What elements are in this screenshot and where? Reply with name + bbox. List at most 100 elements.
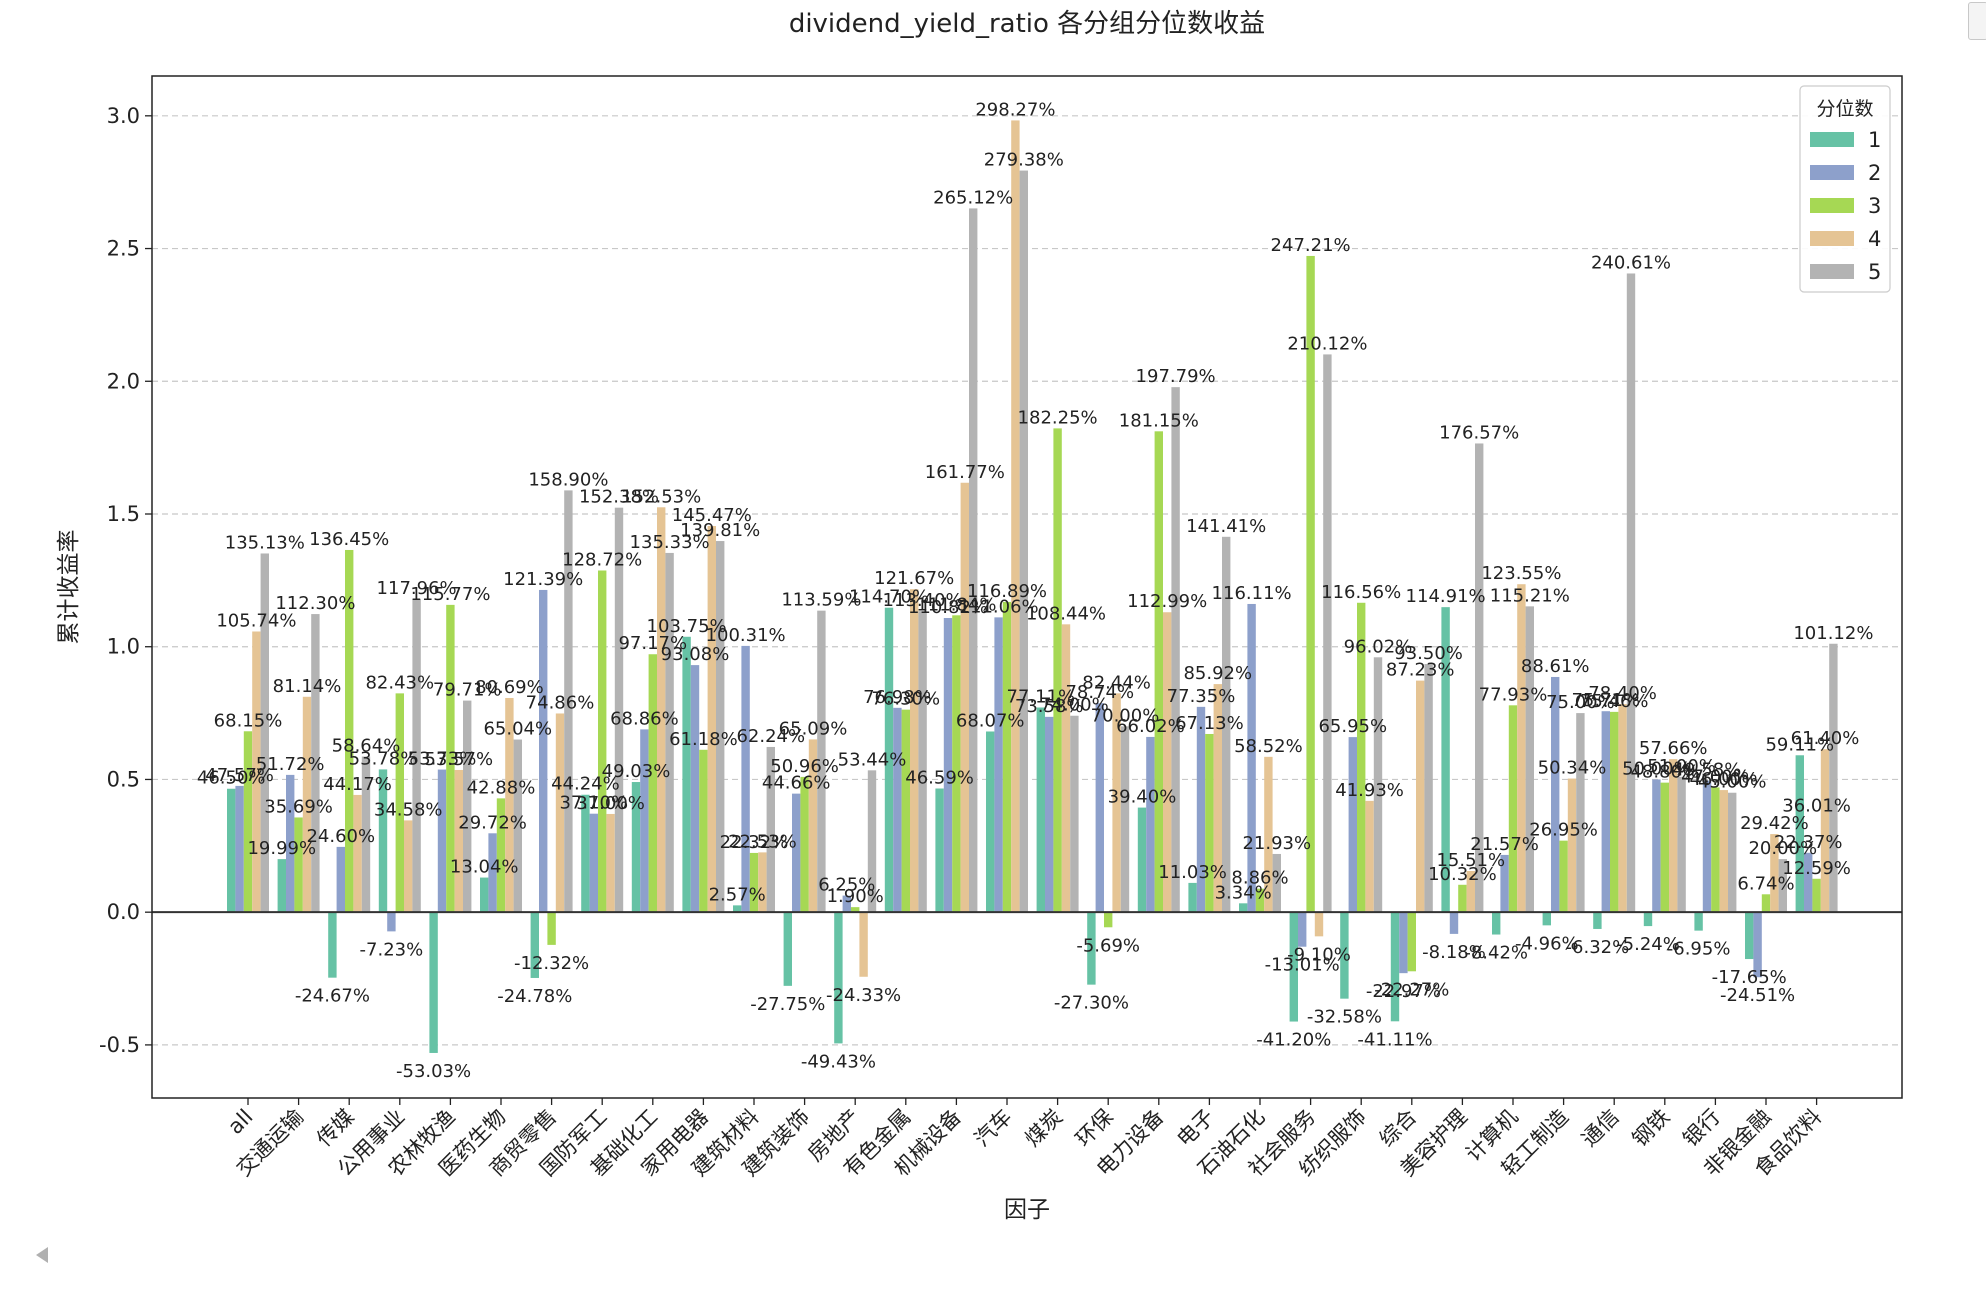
legend-title: 分位数 bbox=[1816, 98, 1873, 120]
bar-4-食品饮料 bbox=[1821, 749, 1829, 912]
bar-1-农林牧渔 bbox=[429, 912, 437, 1053]
data-label: 116.89% bbox=[967, 581, 1047, 602]
x-tick-label: 汽车 bbox=[970, 1105, 1017, 1152]
data-label: 24.60% bbox=[306, 826, 375, 847]
data-label: 121.39% bbox=[503, 569, 583, 590]
data-label: -27.30% bbox=[1054, 993, 1129, 1014]
data-label: -22.27% bbox=[1374, 979, 1449, 1000]
data-label: 265.12% bbox=[933, 187, 1013, 208]
bar-3-通信 bbox=[1610, 712, 1618, 912]
bar-4-综合 bbox=[1416, 681, 1424, 913]
y-tick-label: 3.0 bbox=[107, 104, 140, 128]
bar-1-银行 bbox=[1694, 912, 1702, 930]
data-label: -41.20% bbox=[1256, 1030, 1331, 1051]
bar-1-石油石化 bbox=[1239, 903, 1247, 912]
bar-3-家用电器 bbox=[699, 750, 707, 912]
bar-2-电力设备 bbox=[1146, 737, 1154, 912]
data-label: 93.50% bbox=[1394, 643, 1463, 664]
data-label: 44.17% bbox=[323, 774, 392, 795]
data-label: 182.25% bbox=[1018, 407, 1098, 428]
bar-3-汽车 bbox=[1003, 602, 1011, 912]
data-label: 13.04% bbox=[450, 857, 519, 878]
scroll-left-arrow-icon[interactable] bbox=[36, 1247, 48, 1263]
bar-4-社会服务 bbox=[1315, 912, 1323, 936]
data-label: 108.44% bbox=[1026, 603, 1106, 624]
bar-2-纺织服饰 bbox=[1349, 737, 1357, 912]
data-label: 112.99% bbox=[1127, 591, 1207, 612]
bar-2-all bbox=[235, 786, 243, 912]
bar-3-环保 bbox=[1104, 912, 1112, 927]
data-label: -27.75% bbox=[750, 994, 825, 1015]
bar-2-公用事业 bbox=[387, 912, 395, 931]
data-label: 240.61% bbox=[1591, 252, 1671, 273]
data-label: 53.57% bbox=[424, 749, 493, 770]
bar-1-医药生物 bbox=[480, 878, 488, 913]
legend-label: 3 bbox=[1868, 194, 1881, 218]
legend-swatch bbox=[1810, 198, 1854, 213]
data-label: 41.93% bbox=[1335, 780, 1404, 801]
bar-5-煤炭 bbox=[1070, 716, 1078, 912]
bar-3-all bbox=[244, 731, 252, 912]
data-label: 247.21% bbox=[1271, 235, 1351, 256]
bar-5-农林牧渔 bbox=[463, 701, 471, 913]
data-label: 88.61% bbox=[1521, 656, 1590, 677]
legend-swatch bbox=[1810, 231, 1854, 246]
bar-5-钢铁 bbox=[1677, 777, 1685, 912]
bar-1-机械设备 bbox=[935, 789, 943, 913]
data-label: 93.08% bbox=[661, 644, 730, 665]
x-tick-label: 通信 bbox=[1577, 1105, 1624, 1152]
data-label: 46.59% bbox=[905, 768, 974, 789]
bar-5-家用电器 bbox=[716, 541, 724, 912]
bar-5-电力设备 bbox=[1171, 387, 1179, 912]
data-label: 114.91% bbox=[1406, 586, 1486, 607]
bar-5-轻工制造 bbox=[1576, 713, 1584, 912]
data-label: 65.95% bbox=[1318, 716, 1387, 737]
x-tick-label: 煤炭 bbox=[1020, 1105, 1067, 1152]
bar-5-汽车 bbox=[1020, 171, 1028, 913]
data-label: 197.79% bbox=[1136, 366, 1216, 387]
bar-2-综合 bbox=[1399, 912, 1407, 973]
bar-1-家用电器 bbox=[682, 637, 690, 912]
bar-3-美容护理 bbox=[1458, 885, 1466, 912]
data-label: 1.90% bbox=[827, 886, 884, 907]
data-label: 85.92% bbox=[1183, 663, 1252, 684]
data-label: 298.27% bbox=[975, 99, 1055, 120]
data-label: 35.69% bbox=[264, 796, 333, 817]
bar-1-建筑装饰 bbox=[784, 912, 792, 986]
bar-3-煤炭 bbox=[1053, 428, 1061, 912]
bar-3-交通运输 bbox=[294, 817, 302, 912]
bar-1-传媒 bbox=[328, 912, 336, 977]
data-label: 12.59% bbox=[1782, 858, 1851, 879]
data-label: 115.21% bbox=[1490, 585, 1570, 606]
data-label: 34.58% bbox=[374, 799, 443, 820]
bar-5-有色金属 bbox=[918, 611, 926, 912]
bar-3-计算机 bbox=[1509, 705, 1517, 912]
legend-swatch bbox=[1810, 264, 1854, 279]
bar-1-钢铁 bbox=[1644, 912, 1652, 926]
chart-title: dividend_yield_ratio 各分组分位数收益 bbox=[789, 9, 1265, 39]
data-label: 136.45% bbox=[309, 529, 389, 550]
bar-4-公用事业 bbox=[404, 820, 412, 912]
bar-3-非银金融 bbox=[1762, 894, 1770, 912]
bar-3-有色金属 bbox=[902, 710, 910, 913]
data-label: 37.00% bbox=[576, 793, 645, 814]
data-label: 61.18% bbox=[669, 729, 738, 750]
bar-1-交通运输 bbox=[278, 859, 286, 912]
bar-2-传媒 bbox=[337, 847, 345, 912]
data-label: -6.95% bbox=[1667, 939, 1731, 960]
data-label: 42.88% bbox=[467, 777, 536, 798]
bar-2-农林牧渔 bbox=[438, 770, 446, 913]
corner-button[interactable] bbox=[1968, 2, 1986, 40]
bar-1-电子 bbox=[1188, 883, 1196, 912]
bar-3-商贸零售 bbox=[547, 912, 555, 945]
bar-2-建筑装饰 bbox=[792, 794, 800, 913]
data-label: 139.81% bbox=[680, 520, 760, 541]
data-label: 100.31% bbox=[706, 625, 786, 646]
data-label: 21.93% bbox=[1242, 833, 1311, 854]
bar-3-基础化工 bbox=[649, 654, 657, 912]
bar-1-煤炭 bbox=[1037, 707, 1045, 912]
data-label: 116.11% bbox=[1212, 583, 1292, 604]
bar-3-电子 bbox=[1205, 734, 1213, 912]
y-tick-label: -0.5 bbox=[99, 1033, 140, 1057]
